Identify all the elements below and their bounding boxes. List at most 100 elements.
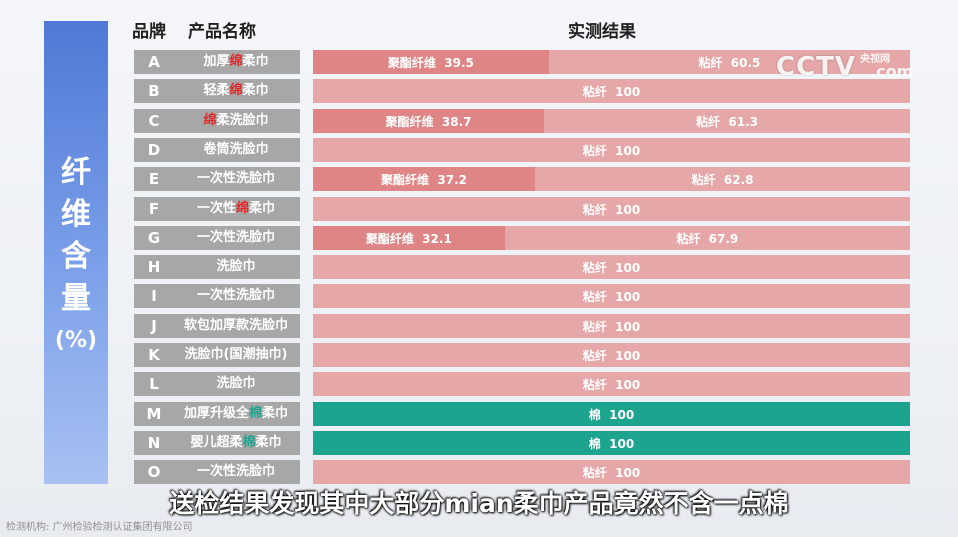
bar-segment: 粘纤 62.8 [535,167,910,191]
product-name-part: 卷筒洗脸巾 [203,142,269,157]
product-name: 一次性洗脸巾 [174,284,298,308]
row-label: F 一次性绵柔巾 [134,197,300,221]
subtitle-caption: 送检结果发现其中大部分mian柔巾产品竟然不含一点棉 [169,489,789,518]
product-name-part: 洗脸巾(国潮抽巾) [184,347,288,362]
bar-data-label: 聚酯纤维 37.2 [381,172,468,187]
bar-track: 粘纤 100 [313,343,910,367]
row-label: D 卷筒洗脸巾 [134,138,300,162]
y-axis-title-char: 含 [61,239,91,274]
highlighted-character: 绵 [229,54,243,69]
brand-letter: B [148,82,160,100]
row-label: M 加厚升级全棉柔巾 [134,402,300,426]
bar-data-label: 粘纤 100 [582,348,641,363]
bar-data-label: 粘纤 100 [582,260,641,275]
product-name-part: 柔巾 [255,435,282,450]
product-name-part: 柔巾 [262,406,289,421]
bar-segment: 粘纤 100 [313,284,910,308]
row-label: A 加厚绵柔巾 [134,50,300,74]
product-name-part: 一次性洗脸巾 [196,288,275,303]
product-name-part: 一次性 [196,201,236,216]
brand-letter: I [151,287,157,305]
bar-data-label: 粘纤 61.3 [696,114,758,129]
row-label: C 绵柔洗脸巾 [134,109,300,133]
bar-track: 粘纤 100 [313,197,910,221]
bar-data-label: 聚酯纤维 32.1 [365,231,452,246]
bar-segment: 聚酯纤维 37.2 [313,167,536,191]
brand-letter: N [147,434,161,452]
product-name: 加厚升级全棉柔巾 [174,402,298,426]
brand-letter: J [151,317,157,335]
brand-letter: G [147,229,161,247]
row-label: J 软包加厚款洗脸巾 [134,314,300,338]
bar-data-label: 聚酯纤维 39.5 [387,55,474,70]
source-note: 检测机构: 广州检验检测认证集团有限公司 [6,522,193,533]
product-name: 一次性绵柔巾 [174,197,298,221]
product-name: 洗脸巾 [174,255,298,279]
bar-data-label: 粘纤 62.8 [691,172,754,187]
bar-data-label: 粘纤 60.5 [698,55,761,70]
bar-track: 粘纤 100 [313,138,910,162]
bar-segment: 粘纤 100 [313,460,910,484]
bar-segment: 粘纤 100 [313,343,910,367]
product-name-part: 柔洗脸巾 [216,113,269,128]
row-label: N 婴儿超柔棉柔巾 [134,431,300,455]
product-name-part: 柔巾 [249,201,276,216]
cctv-logo: CCTV 央视网 .com [776,50,913,82]
logo-main-text: CCTV [776,52,857,82]
highlighted-character: 棉 [248,406,262,421]
row-label: H 洗脸巾 [134,255,300,279]
result-column-header: 实测结果 [568,22,636,42]
bar-segment: 聚酯纤维 38.7 [313,109,545,133]
product-name: 洗脸巾 [174,372,298,396]
brand-letter: O [147,463,161,481]
bar-track: 粘纤 100 [313,284,910,308]
product-name: 洗脸巾(国潮抽巾) [174,343,298,367]
row-label: K 洗脸巾(国潮抽巾) [134,343,300,367]
product-name: 一次性洗脸巾 [174,167,298,191]
bar-track: 聚酯纤维 39.5 粘纤 60.5 [313,50,910,74]
bar-track: 粘纤 100 [313,460,910,484]
brand-letter: D [147,141,161,159]
highlighted-character: 棉 [242,435,256,450]
bar-segment: 粘纤 100 [313,255,910,279]
y-axis-title-char: 维 [61,197,91,232]
bar-data-label: 粘纤 100 [582,143,641,158]
bar-data-label: 棉 100 [588,436,635,451]
bar-segment: 棉 100 [313,431,910,455]
bar-segment: 粘纤 100 [313,314,910,338]
bar-track: 棉 100 [313,402,910,426]
product-name: 婴儿超柔棉柔巾 [174,431,298,455]
y-axis-title-panel: 纤 维 含 量 (%) [44,21,108,484]
product-name-part: 一次性洗脸巾 [196,230,275,245]
product-name-part: 柔巾 [242,54,269,69]
bar-data-label: 粘纤 100 [582,84,641,99]
highlighted-character: 绵 [203,113,217,128]
product-name-part: 软包加厚款洗脸巾 [183,318,288,333]
row-label: I 一次性洗脸巾 [134,284,300,308]
bar-segment: 粘纤 100 [313,79,910,103]
brand-letter: K [148,346,160,364]
row-label: G 一次性洗脸巾 [134,226,300,250]
bar-segment: 棉 100 [313,402,910,426]
bar-data-label: 棉 100 [588,407,635,422]
product-name-part: 柔巾 [242,83,269,98]
bar-segment: 聚酯纤维 39.5 [313,50,549,74]
bar-track: 棉 100 [313,431,910,455]
bar-track: 粘纤 100 [313,314,910,338]
brand-letter: L [149,375,159,393]
product-name-part: 婴儿超柔 [190,435,243,450]
bar-segment: 粘纤 61.3 [544,109,910,133]
bar-data-label: 粘纤 100 [582,202,641,217]
product-name-part: 轻柔 [203,83,230,98]
bar-data-label: 粘纤 100 [582,377,641,392]
highlighted-character: 绵 [229,83,243,98]
row-label: O 一次性洗脸巾 [134,460,300,484]
bar-segment: 聚酯纤维 32.1 [313,226,505,250]
brand-letter: C [148,112,160,130]
brand-column-header: 品牌 [132,22,166,42]
product-name: 加厚绵柔巾 [174,50,298,74]
bar-data-label: 聚酯纤维 38.7 [385,114,472,129]
brand-letter: H [147,258,161,276]
product-name-part: 洗脸巾 [216,259,256,274]
bar-segment: 粘纤 100 [313,197,910,221]
